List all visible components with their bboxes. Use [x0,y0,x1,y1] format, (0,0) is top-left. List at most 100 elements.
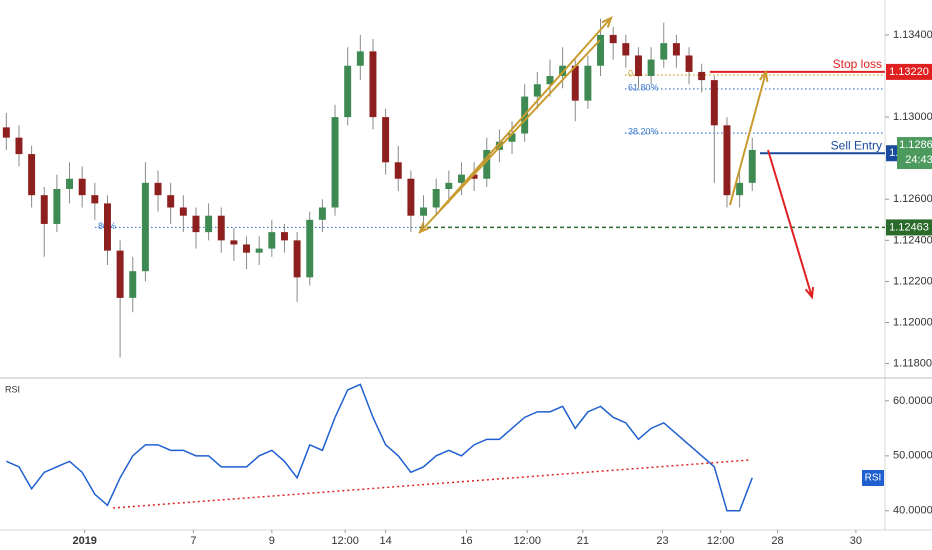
candle-body [698,71,706,81]
rsi-title: RSI [5,384,20,394]
candle-body [660,43,668,60]
candle-body [66,178,74,189]
countdown-label: 24:43 [905,154,932,166]
price-badge-label: 1.13220 [889,66,929,78]
candle-body [457,174,465,183]
x-tick-label: 7 [190,535,196,547]
candle-body [748,149,756,183]
candle-body [407,178,415,216]
candle-body [736,182,744,196]
candle-body [78,178,86,196]
candle-body [268,232,276,249]
x-tick-label: 12:00 [513,535,541,547]
y-tick-label: 1.12200 [893,275,932,287]
candle-body [331,117,339,208]
rsi-line [6,383,753,512]
y-tick-label: 1.12000 [893,316,932,328]
candle-body [318,207,326,220]
candle-body [91,195,99,204]
candle-body [571,65,579,101]
wave-arrow [439,17,612,211]
y-tick-label: 1.11800 [893,358,932,370]
candle-body [609,34,617,44]
x-tick-label: 14 [379,535,391,547]
price-badge-label: 1.12463 [889,221,929,233]
rsi-tick-label: 50.0000 [893,450,932,462]
candle-body [634,55,642,77]
candle-body [470,174,478,179]
wave-arrow [729,71,767,206]
fib-label: 0.6 [628,68,641,78]
candle-body [723,125,731,196]
candle-body [685,55,693,72]
fib-label: 61.80% [628,82,659,92]
rsi-tick-label: 60.0000 [893,395,932,407]
level-label: Sell Entry [831,138,882,152]
candle-body [280,232,288,241]
current-price-label: 1.12864 [899,139,932,151]
y-tick-label: 1.13400 [893,29,932,41]
wave-arrow-head [418,222,430,234]
candle-body [28,154,36,196]
x-tick-label: 21 [577,535,589,547]
candle-body [710,80,718,126]
candle-body [483,149,491,179]
candle-body [205,215,213,233]
candle-body [255,248,263,253]
candle-body [356,51,364,66]
candle-body [432,189,440,208]
candle-body [179,207,187,216]
candle-body [546,76,554,85]
candle-body [344,65,352,118]
rsi-tick-label: 40.0000 [893,505,932,517]
x-tick-label: 30 [850,535,862,547]
candle-body [129,271,137,298]
candle-body [394,162,402,179]
candle-body [154,182,162,196]
candle-body [2,127,10,138]
candle-body [141,182,149,272]
candle-body [243,244,251,253]
candle-body [116,250,124,298]
candle-body [672,43,680,56]
candle-body [53,189,61,224]
x-tick-label: 23 [656,535,668,547]
x-tick-label: 12:00 [707,535,735,547]
candle-body [103,203,111,251]
candle-body [382,117,390,163]
candle-body [167,195,175,208]
candle-body [192,215,200,233]
candle-body [217,215,225,241]
x-tick-label: 9 [269,535,275,547]
candle-body [533,84,541,97]
candle-body [306,219,314,278]
wave-arrow [419,39,601,233]
y-tick-label: 1.13000 [893,111,932,123]
candle-body [15,137,23,155]
fib-label: 38.20% [628,126,659,136]
level-label: Stop loss [833,57,882,71]
x-tick-label: 28 [771,535,783,547]
projection-arrow [767,149,813,298]
y-tick-label: 1.12600 [893,193,932,205]
current-price-badge [897,137,932,170]
candle-body [445,182,453,189]
candle-body [597,34,605,66]
price-badge [886,219,932,236]
rsi-badge-label: RSI [865,473,882,484]
wave-arrow-head [759,69,769,83]
x-tick-label: 2019 [72,535,96,547]
rsi-badge [862,470,884,486]
candle-body [584,65,592,101]
candle-body [508,133,516,142]
candle-body [622,43,630,56]
candle-body [230,240,238,245]
price-badge [886,63,932,80]
x-tick-label: 16 [460,535,472,547]
y-tick-label: 1.12400 [893,234,932,246]
x-tick-label: 12:00 [331,535,359,547]
projection-arrow-head [804,286,815,300]
candle-body [293,240,301,278]
